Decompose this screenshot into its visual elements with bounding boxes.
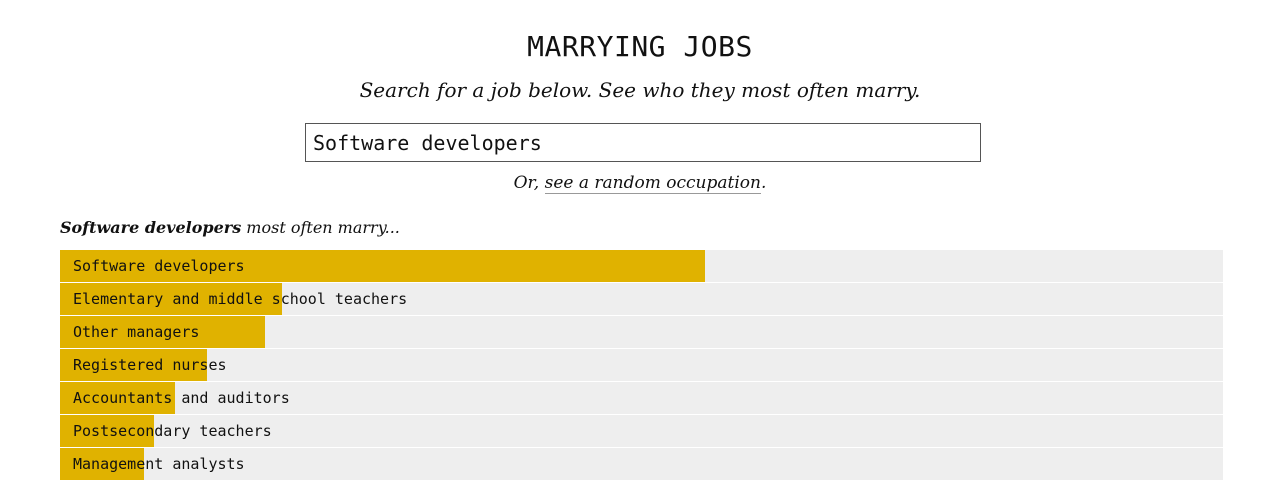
bar-label: Management analysts — [73, 455, 245, 473]
bar-fill — [60, 316, 265, 348]
bar-row[interactable]: Elementary and middle school teachers — [60, 283, 1223, 315]
bar-fill — [60, 448, 144, 480]
bar-label: Other managers — [73, 323, 200, 341]
random-occupation-link[interactable]: see a random occupation — [544, 173, 761, 194]
random-occupation-line: Or, see a random occupation. — [0, 173, 1280, 194]
bar-fill — [60, 382, 175, 414]
page-subtitle: Search for a job below. See who they mos… — [359, 78, 921, 102]
results-heading: Software developers most often marry... — [60, 218, 400, 237]
random-prefix: Or, — [513, 173, 545, 193]
bar-row[interactable]: Other managers — [60, 316, 1223, 348]
bar-label: Elementary and middle school teachers — [73, 290, 408, 308]
bar-label: Software developers — [73, 257, 245, 275]
bar-label: Postsecondary teachers — [73, 422, 272, 440]
page-title: MARRYING JOBS — [527, 30, 753, 63]
bar-row[interactable]: Postsecondary teachers — [60, 415, 1223, 447]
bar-row[interactable]: Accountants and auditors — [60, 382, 1223, 414]
job-search-input[interactable] — [305, 123, 981, 162]
bar-fill — [60, 415, 154, 447]
results-job-name: Software developers — [60, 218, 242, 237]
spouse-occupation-bar-chart: Software developers Elementary and middle… — [60, 250, 1223, 481]
random-suffix: . — [760, 173, 767, 193]
bar-fill — [60, 349, 207, 381]
bar-row[interactable]: Registered nurses — [60, 349, 1223, 381]
results-heading-suffix: most often marry... — [241, 218, 400, 237]
bar-row[interactable]: Software developers — [60, 250, 1223, 282]
bar-fill — [60, 283, 282, 315]
bar-label: Registered nurses — [73, 356, 227, 374]
bar-row[interactable]: Management analysts — [60, 448, 1223, 480]
bar-label: Accountants and auditors — [73, 389, 290, 407]
bar-fill — [60, 250, 705, 282]
